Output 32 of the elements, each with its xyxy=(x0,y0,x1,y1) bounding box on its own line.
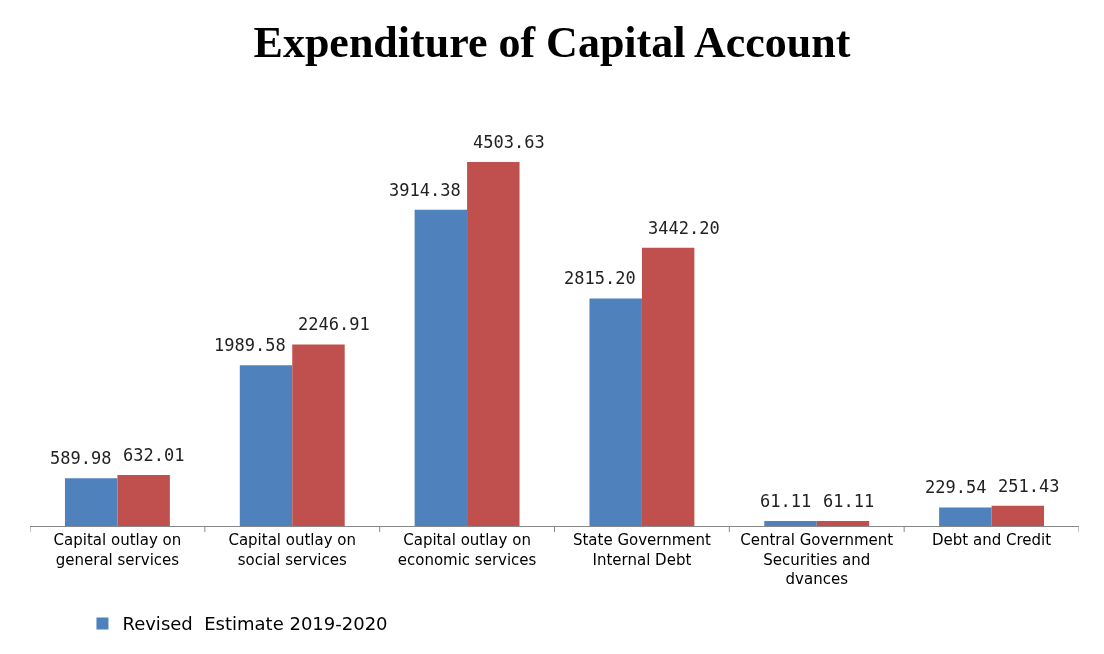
bar xyxy=(641,247,695,526)
bar xyxy=(467,162,520,526)
bar xyxy=(991,505,1045,526)
x-tick-label: Central Government Securities and dvances xyxy=(740,531,894,588)
bar xyxy=(292,344,345,526)
data-label: 61.11 xyxy=(823,491,875,511)
bar xyxy=(939,507,992,526)
data-label: 4503.63 xyxy=(473,132,545,152)
data-label: 2246.91 xyxy=(298,314,370,334)
x-tick-label: State Government Internal Debt xyxy=(572,531,712,569)
data-label: 3914.38 xyxy=(389,180,461,200)
data-label: 251.43 xyxy=(998,476,1060,496)
bar xyxy=(816,521,870,526)
bar xyxy=(764,521,817,526)
chart-title: Expenditure of Capital Account xyxy=(253,17,851,67)
bar xyxy=(64,478,118,526)
data-label: 229.54 xyxy=(925,477,987,497)
legend-label: Revised Estimate 2019-2020 xyxy=(122,613,388,635)
bar xyxy=(239,365,293,526)
x-tick-label: Debt and Credit xyxy=(932,531,1052,549)
data-label: 589.98 xyxy=(50,448,112,468)
x-tick-label: Capital outlay on general services xyxy=(53,531,182,569)
bar xyxy=(414,209,468,526)
data-label: 2815.20 xyxy=(564,268,636,288)
data-label: 3442.20 xyxy=(648,218,720,238)
data-label: 632.01 xyxy=(123,445,185,465)
x-tick-label: Capital outlay on economic services xyxy=(397,531,537,569)
bar xyxy=(589,298,642,526)
bar xyxy=(117,474,170,526)
data-label: 1989.58 xyxy=(214,335,286,355)
x-tick-label: Capital outlay on social services xyxy=(228,531,357,569)
data-label: 61.11 xyxy=(760,491,812,511)
